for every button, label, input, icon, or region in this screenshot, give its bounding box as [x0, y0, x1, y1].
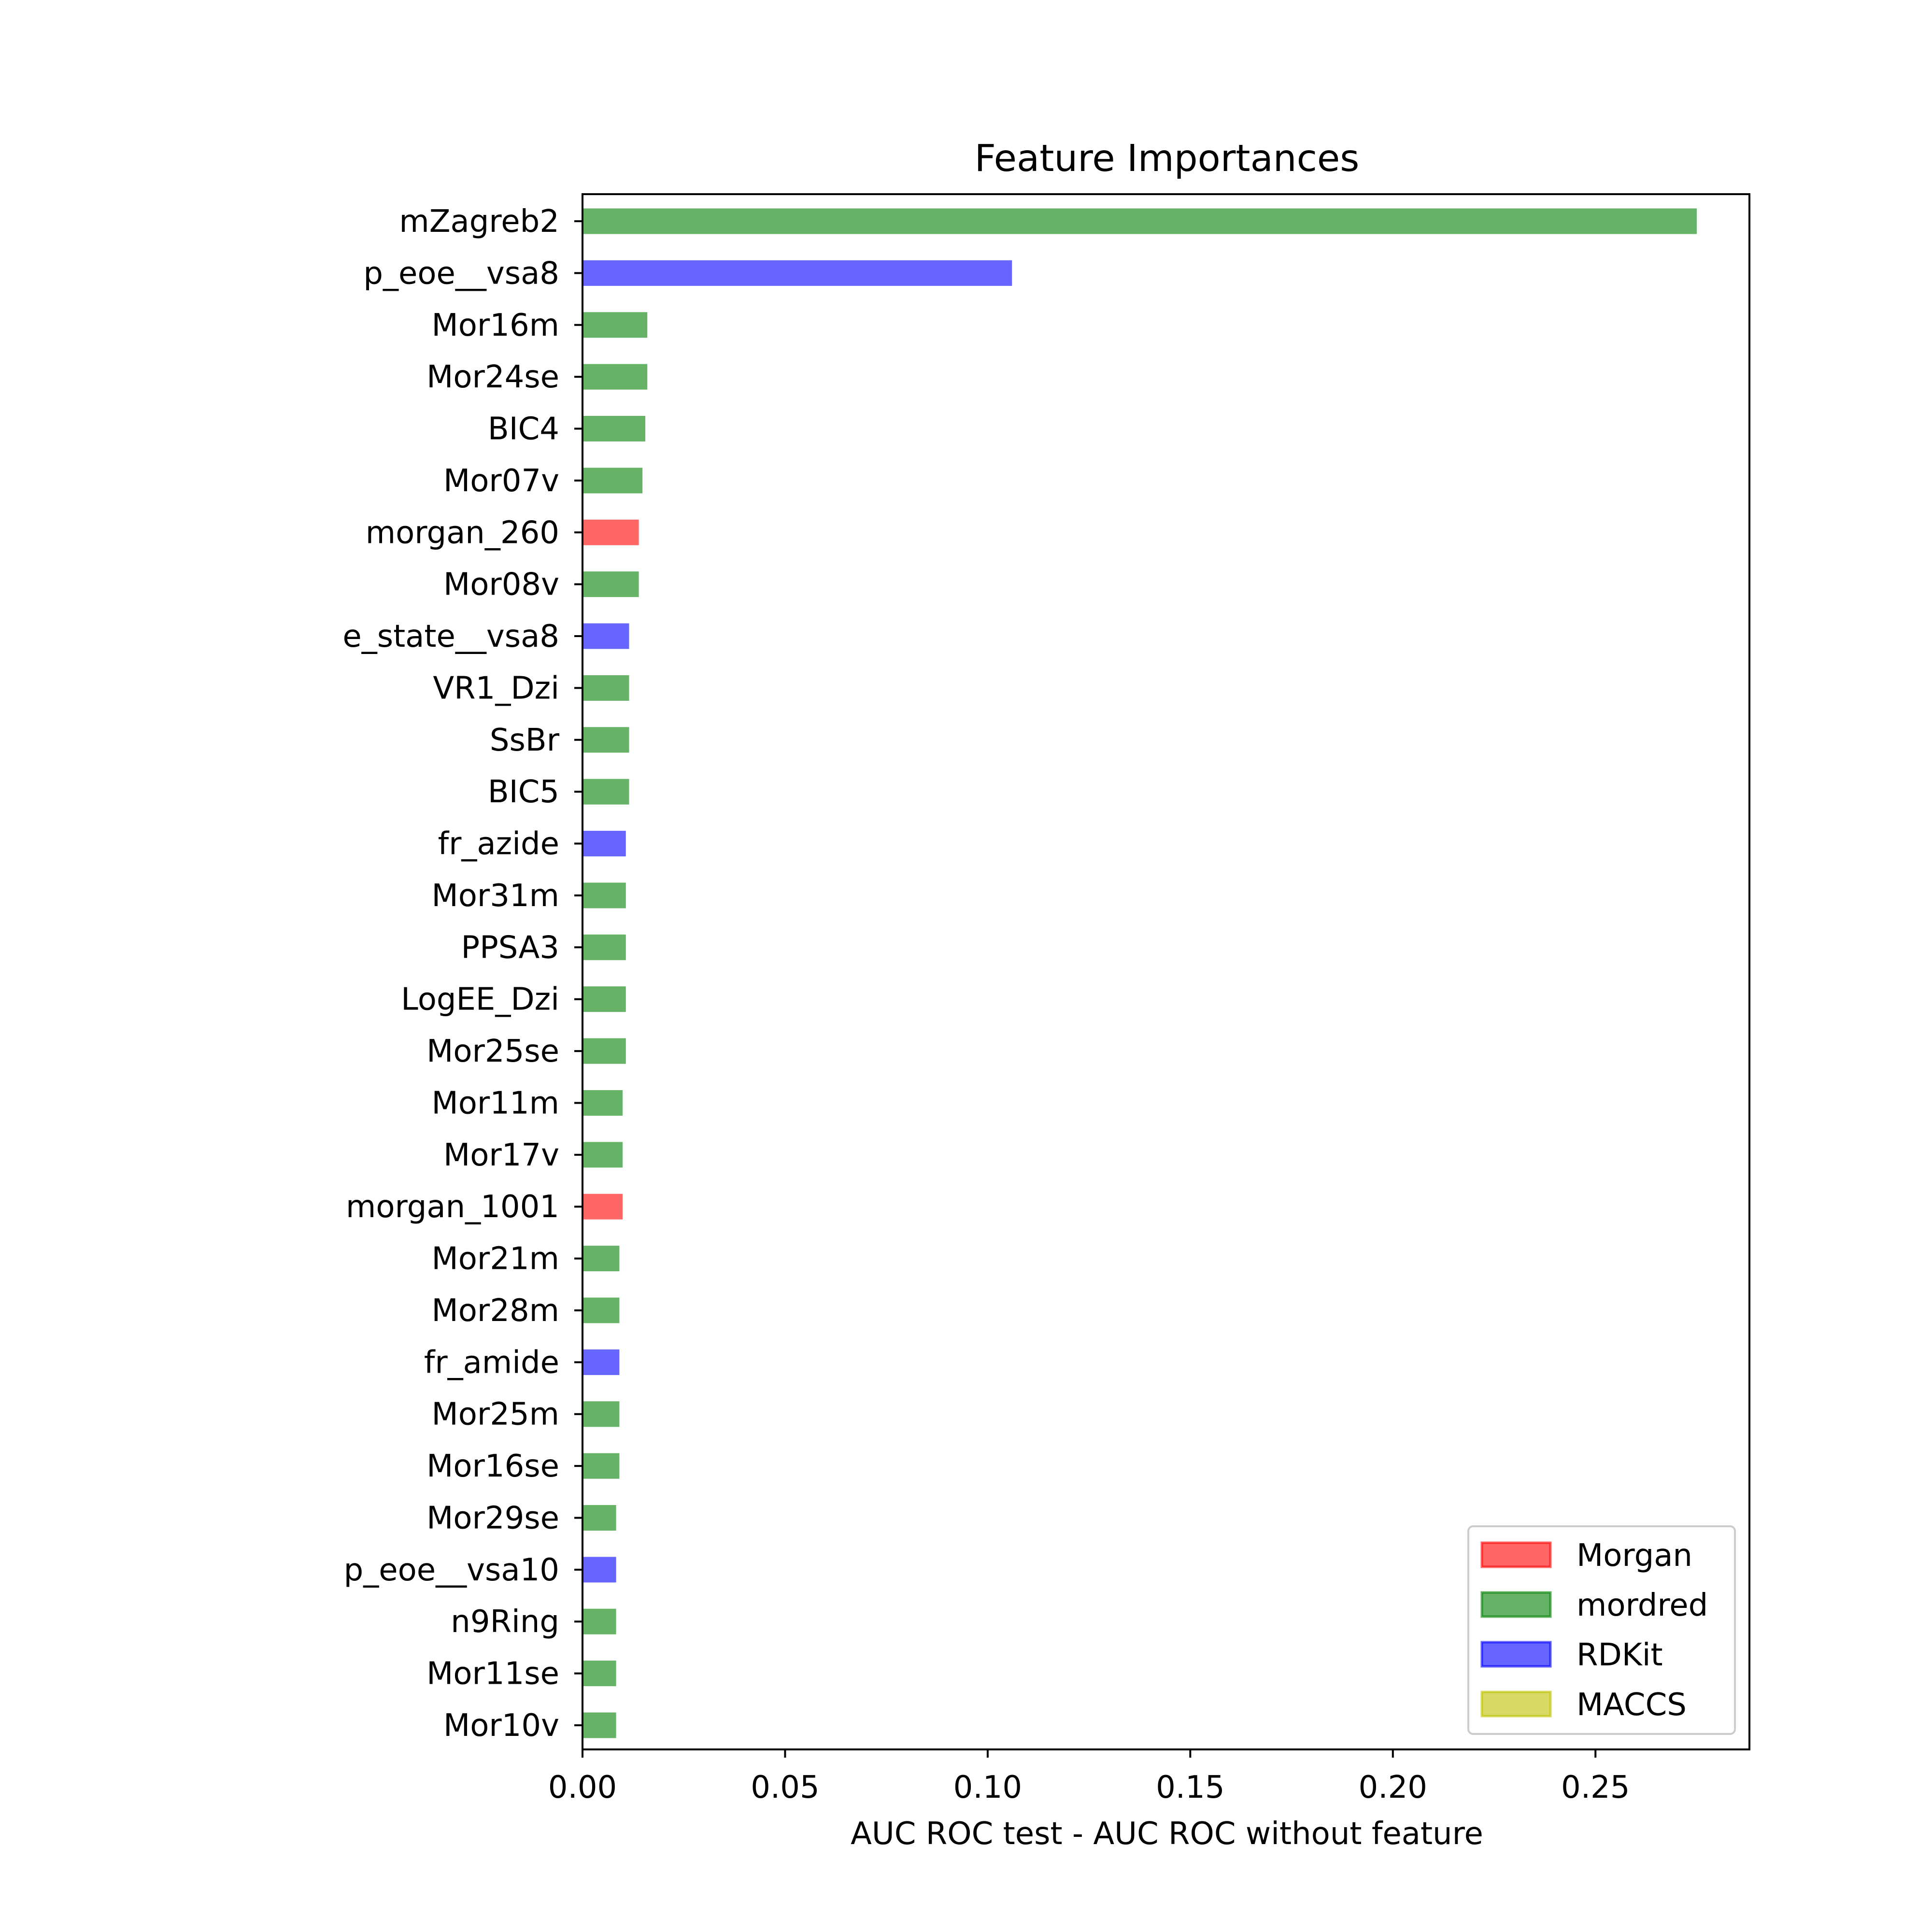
- x-axis-label: AUC ROC test - AUC ROC without feature: [851, 1816, 1483, 1852]
- legend-label-maccs: MACCS: [1577, 1687, 1687, 1723]
- legend-label-mordred: mordred: [1577, 1588, 1708, 1623]
- y-tick-label: SsBr: [490, 723, 560, 758]
- y-tick-label: Mor25se: [426, 1034, 559, 1069]
- bar-LogEE_Dzi: [582, 986, 626, 1012]
- legend-box: [1467, 1525, 1736, 1735]
- bar-e_state__vsa8: [582, 623, 629, 649]
- bar-Mor24se: [582, 364, 648, 390]
- legend-swatch-morgan: [1480, 1541, 1552, 1568]
- bar-Mor16m: [582, 312, 648, 338]
- bars-group: [582, 208, 1697, 1738]
- bar-morgan_1001: [582, 1193, 623, 1220]
- bar-Mor11m: [582, 1090, 623, 1116]
- legend-label-morgan: Morgan: [1577, 1538, 1692, 1574]
- bar-Mor28m: [582, 1297, 620, 1323]
- bar-Mor31m: [582, 882, 626, 909]
- bar-VR1_Dzi: [582, 675, 629, 701]
- bar-p_eoe__vsa8: [582, 260, 1012, 286]
- y-tick-label: e_state__vsa8: [342, 619, 559, 654]
- bar-SsBr: [582, 727, 629, 753]
- bar-Mor17v: [582, 1142, 623, 1168]
- bar-Mor10v: [582, 1712, 616, 1738]
- bar-fr_azide: [582, 831, 626, 857]
- bar-fr_amide: [582, 1349, 620, 1375]
- y-tick-label: VR1_Dzi: [433, 670, 559, 706]
- y-tick-label: Mor17v: [443, 1137, 559, 1173]
- y-tick-label: BIC5: [488, 774, 559, 810]
- y-tick-label: morgan_1001: [346, 1189, 559, 1225]
- bar-Mor21m: [582, 1246, 620, 1272]
- x-tick-label: 0.15: [1156, 1770, 1225, 1805]
- bar-n9Ring: [582, 1608, 616, 1634]
- y-tick-label: Mor11se: [426, 1656, 559, 1692]
- y-tick-label: Mor07v: [443, 463, 559, 499]
- y-tick-label: Mor11m: [432, 1085, 559, 1121]
- chart-title: Feature Importances: [975, 137, 1360, 180]
- bar-BIC5: [582, 779, 629, 805]
- legend-label-rdkit: RDKit: [1577, 1637, 1663, 1673]
- bar-morgan_260: [582, 519, 639, 545]
- y-tick-label: Mor25m: [432, 1397, 559, 1433]
- y-tick-label: Mor08v: [443, 567, 559, 603]
- y-tick-label: Mor28m: [432, 1293, 559, 1329]
- bar-Mor16se: [582, 1453, 620, 1479]
- bar-p_eoe__vsa10: [582, 1557, 616, 1583]
- x-tick-label: 0.20: [1359, 1770, 1428, 1805]
- y-tick-label: Mor29se: [426, 1500, 559, 1536]
- x-tick-label: 0.25: [1561, 1770, 1630, 1805]
- y-tick-label: fr_azide: [438, 826, 559, 862]
- y-tick-label: p_eoe__vsa8: [363, 256, 559, 291]
- bar-Mor25se: [582, 1038, 626, 1064]
- legend-swatch-mordred: [1480, 1591, 1552, 1618]
- y-tick-label: Mor16se: [426, 1449, 559, 1484]
- y-axis-ticks: mZagreb2 p_eoe__vsa8 Mor16m Mor24se BIC4 Mor0…: [342, 204, 582, 1744]
- bar-Mor07v: [582, 468, 643, 494]
- y-tick-label: Mor16m: [432, 308, 559, 343]
- bar-Mor29se: [582, 1505, 616, 1531]
- y-tick-label: Mor24se: [426, 359, 559, 395]
- x-tick-label: 0.05: [751, 1770, 820, 1805]
- x-tick-label: 0.10: [953, 1770, 1023, 1805]
- y-tick-label: Mor10v: [443, 1708, 559, 1744]
- x-tick-label: 0.00: [548, 1770, 617, 1805]
- x-axis-ticks: 0.00 0.05 0.10 0.15 0.20 0.25: [548, 1749, 1630, 1805]
- bar-Mor08v: [582, 571, 639, 597]
- y-tick-label: n9Ring: [451, 1604, 559, 1640]
- bar-mZagreb2: [582, 208, 1697, 234]
- y-tick-label: mZagreb2: [399, 204, 559, 240]
- y-tick-label: LogEE_Dzi: [401, 982, 559, 1018]
- legend-swatch-rdkit: [1480, 1641, 1552, 1668]
- bar-Mor25m: [582, 1401, 620, 1427]
- y-tick-label: BIC4: [488, 412, 559, 447]
- legend: Morgan mordred RDKit MACCS: [1467, 1525, 1736, 1735]
- bar-PPSA3: [582, 934, 626, 960]
- y-tick-label: p_eoe__vsa10: [344, 1552, 559, 1588]
- y-tick-label: Mor31m: [432, 878, 559, 914]
- y-tick-label: Mor21m: [432, 1241, 559, 1277]
- legend-swatch-maccs: [1480, 1690, 1552, 1718]
- plot-frame: [582, 193, 1750, 1750]
- bar-Mor11se: [582, 1661, 616, 1687]
- bar-BIC4: [582, 416, 646, 442]
- y-tick-label: morgan_260: [366, 515, 559, 551]
- y-tick-label: PPSA3: [461, 930, 560, 966]
- y-tick-label: fr_amide: [424, 1345, 559, 1380]
